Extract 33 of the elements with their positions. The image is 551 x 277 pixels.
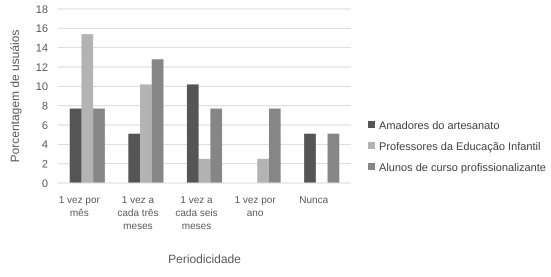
- x-tick-label: 1 vez por ano: [234, 195, 276, 219]
- y-tick-label: 8: [42, 100, 48, 113]
- y-tick-label: 2: [42, 158, 48, 171]
- y-tick-label: 0: [42, 178, 48, 190]
- bar: [328, 134, 340, 183]
- y-tick-label: 16: [36, 23, 48, 36]
- bar: [152, 59, 164, 183]
- x-axis-title: Periodicidade: [168, 252, 242, 266]
- bar: [198, 158, 210, 183]
- legend-label: Alunos de curso profissionalizante: [379, 162, 546, 174]
- bar: [257, 158, 269, 183]
- y-tick-label: 6: [42, 120, 48, 132]
- x-tick-label: 1 vez a cada seis meses: [175, 195, 218, 232]
- y-tick-label: 4: [42, 139, 48, 152]
- bar: [186, 84, 199, 183]
- y-tick-label: 12: [36, 62, 48, 74]
- bar: [93, 108, 105, 183]
- bar: [140, 84, 152, 183]
- bar: [304, 134, 316, 183]
- x-tick-label: 1 vez a cada três meses: [117, 195, 158, 232]
- y-tick-label: 14: [36, 42, 48, 55]
- x-tick-label: Nunca: [299, 195, 329, 206]
- x-tick-label: 1 vez por mês: [58, 195, 101, 219]
- bar: [268, 108, 281, 183]
- y-tick-label: 18: [36, 4, 48, 16]
- y-tick-label: 10: [36, 81, 48, 94]
- bar: [210, 108, 222, 183]
- bar: [81, 34, 94, 183]
- bar: [70, 108, 82, 183]
- y-axis-title: Porcentagem de usuáios: [8, 30, 22, 162]
- legend-label: Amadores do artesanato: [379, 120, 500, 132]
- bar: [128, 134, 140, 183]
- legend-label: Professores da Educação Infantil: [379, 140, 540, 153]
